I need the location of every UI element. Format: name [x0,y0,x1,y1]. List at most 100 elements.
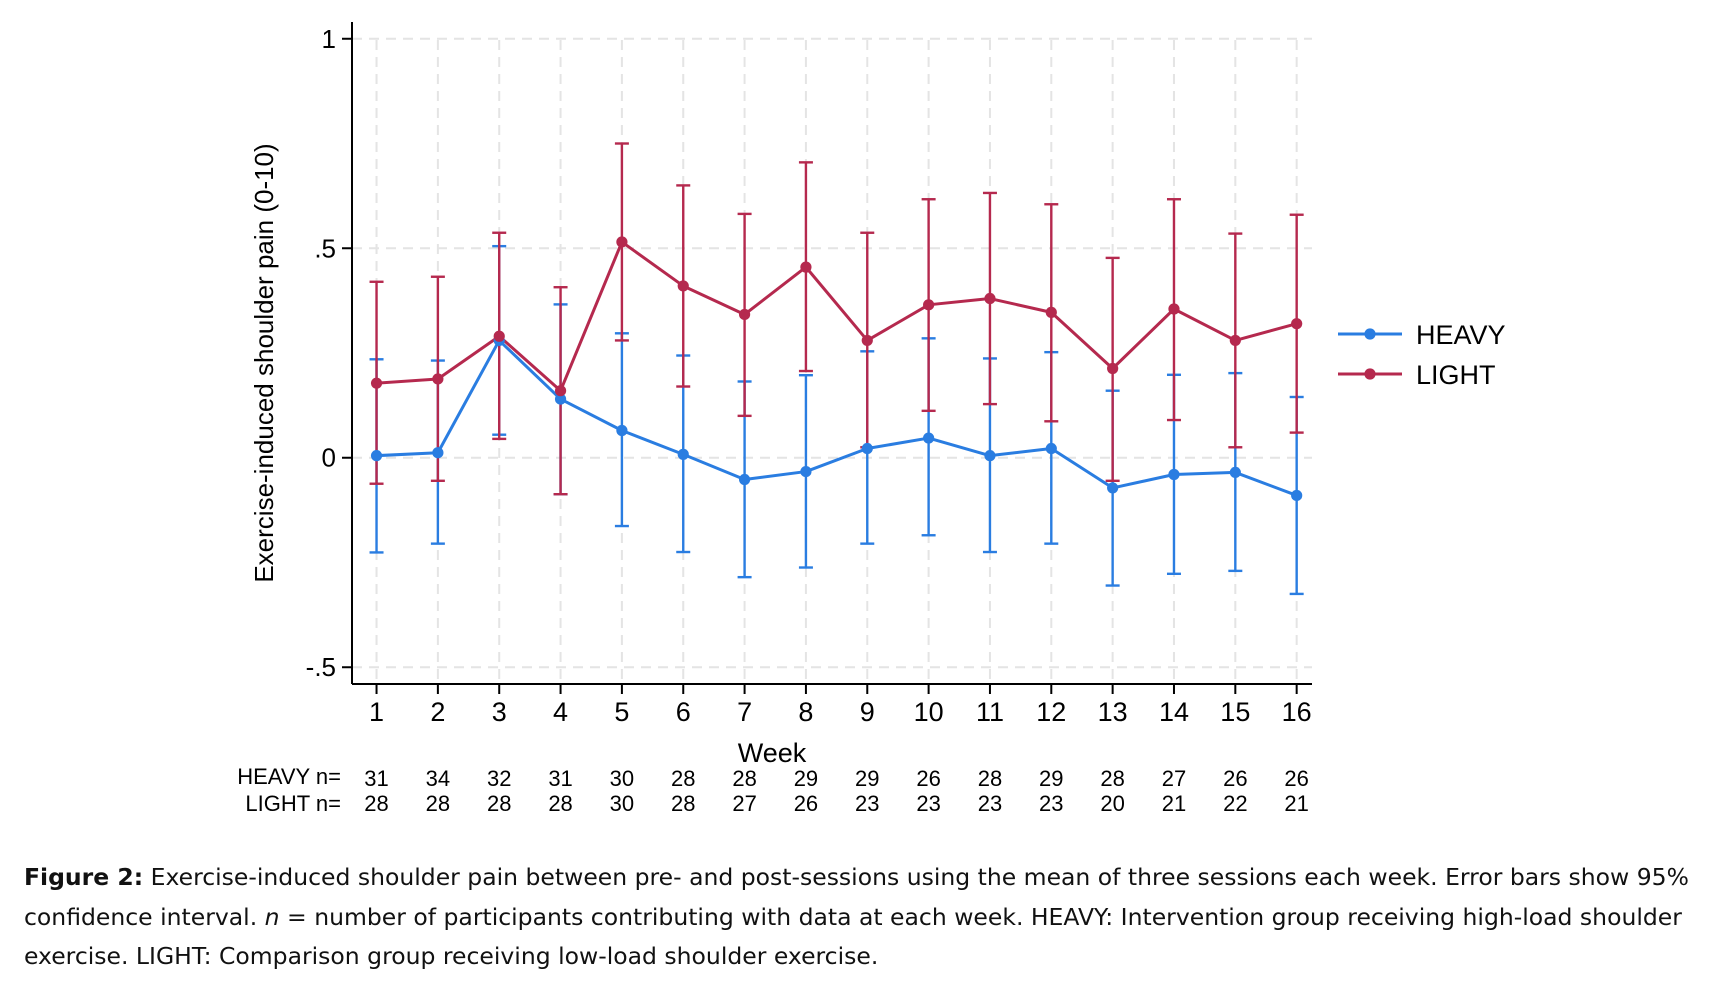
heavy-n-value: 28 [732,766,756,791]
heavy-point-12 [1045,442,1057,455]
legend-marker-light [1364,368,1376,380]
light-n-value: 26 [794,791,818,816]
caption-text-part1: Exercise-induced shoulder pain between p… [24,863,1689,931]
light-point-9 [861,334,873,347]
heavy-point-9 [861,442,873,455]
light-n-value: 21 [1162,791,1186,816]
caption-n-symbol: n [264,902,280,931]
heavy-n-value: 26 [1223,766,1247,791]
grid-lines [352,37,1312,684]
heavy-n-value: 32 [487,766,511,791]
heavy-n-value: 29 [794,766,818,791]
y-tick-label: 0 [322,443,336,473]
x-tick-label: 14 [1159,697,1189,727]
light-n-value: 20 [1100,791,1124,816]
light-n-value: 28 [671,791,695,816]
heavy-point-11 [984,450,996,462]
light-point-12 [1045,306,1057,318]
x-tick-label: 12 [1036,697,1066,727]
heavy-n-value: 29 [855,766,879,791]
heavy-n-value: 26 [1284,766,1308,791]
y-tick-label: .5 [314,233,336,263]
x-tick-label: 15 [1220,697,1250,727]
light-point-7 [738,308,751,321]
n-table-light-label: LIGHT n= [245,791,341,816]
heavy-point-10 [923,432,935,444]
x-tick-label: 5 [614,697,629,727]
x-axis-title: Week [738,738,807,768]
heavy-n-value: 28 [978,766,1002,791]
heavy-point-2 [432,447,444,459]
heavy-series-line [376,338,1298,497]
axes [342,22,1312,694]
heavy-n-value: 28 [1100,766,1124,791]
light-n-value: 28 [487,791,511,816]
x-tick-label: 8 [798,697,813,727]
light-n-value: 23 [855,791,879,816]
heavy-n-value: 30 [610,766,634,791]
light-n-value: 27 [732,791,756,816]
heavy-point-15 [1229,466,1241,479]
legend-label-light: LIGHT [1416,360,1496,390]
figure-caption: Figure 2: Exercise-induced shoulder pain… [24,858,1724,977]
heavy-point-5 [616,424,628,437]
light-point-14 [1168,303,1180,315]
light-point-3 [493,330,505,342]
x-tick-label: 7 [737,697,752,727]
y-tick-label: -.5 [306,652,336,682]
heavy-point-1 [370,450,383,462]
x-tick-label: 9 [860,697,875,727]
heavy-point-6 [677,448,689,460]
heavy-point-16 [1291,489,1303,502]
heavy-n-value: 26 [916,766,940,791]
heavy-n-value: 29 [1039,766,1063,791]
x-tick-label: 13 [1098,697,1128,727]
heavy-point-14 [1168,468,1180,481]
heavy-n-value: 31 [548,766,572,791]
y-axis-title: Exercise-induced shoulder pain (0-10) [249,143,279,582]
light-n-value: 23 [1039,791,1063,816]
light-point-13 [1107,362,1119,375]
x-tick-label: 1 [369,697,384,727]
heavy-n-value: 34 [426,766,450,791]
legend-marker-heavy [1364,328,1376,340]
light-n-value: 28 [364,791,388,816]
x-tick-label: 10 [914,697,944,727]
series-points [370,236,1303,502]
chart: -.50.511 2 3 4 5 6 7 8 9 10 11 12 13 14 15 16WeekExerci… [237,22,1506,816]
light-point-10 [923,299,935,311]
light-n-value: 28 [548,791,572,816]
legend-label-heavy: HEAVY [1416,320,1506,350]
x-tick-label: 16 [1282,697,1312,727]
caption-label: Figure 2: [24,863,144,891]
light-n-value: 21 [1284,791,1308,816]
light-point-15 [1229,334,1241,347]
n-table: HEAVY n=LIGHT n=31 34 32 31 30 28 28 29 29 26 28 29… [237,764,1309,816]
legend: HEAVY LIGHT [1338,320,1506,390]
series-lines [376,240,1298,497]
light-point-11 [984,292,996,305]
light-n-value: 30 [610,791,634,816]
error-bars [369,142,1304,596]
heavy-n-value: 27 [1162,766,1186,791]
light-point-1 [370,377,383,389]
n-table-heavy-label: HEAVY n= [237,764,341,789]
x-tick-label: 11 [976,697,1004,727]
light-point-16 [1291,318,1303,330]
heavy-point-4 [554,393,567,405]
light-n-value: 28 [426,791,450,816]
tick-labels: -.50.511 2 3 4 5 6 7 8 9 10 11 12 13 14 15 16WeekExerci… [249,24,1312,768]
x-tick-label: 3 [492,697,507,727]
heavy-n-value: 28 [671,766,695,791]
heavy-point-8 [800,465,812,478]
x-tick-label: 4 [553,697,568,727]
light-n-value: 23 [978,791,1002,816]
heavy-n-value: 31 [364,766,388,791]
light-point-4 [554,385,567,397]
light-point-6 [677,280,689,292]
heavy-point-7 [738,473,751,486]
heavy-point-13 [1107,482,1119,494]
light-point-2 [432,373,444,385]
light-n-value: 22 [1223,791,1247,816]
x-tick-label: 6 [676,697,691,727]
